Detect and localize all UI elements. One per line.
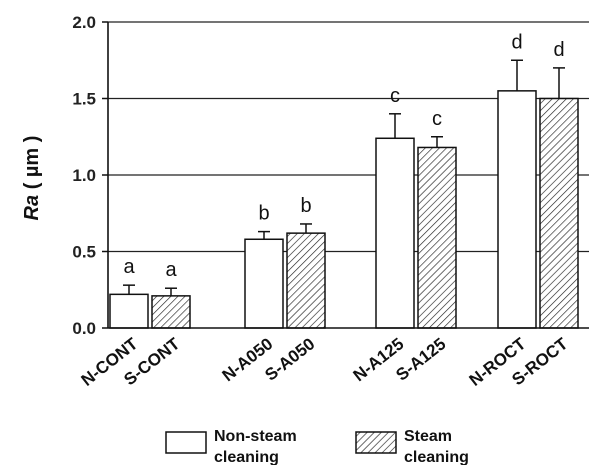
significance-letter-non-steam-cont: a	[123, 256, 135, 278]
significance-letter-steam-a050: b	[300, 195, 311, 217]
bar-non-steam-a125	[376, 138, 414, 328]
bar-non-steam-cont	[110, 294, 148, 328]
significance-letter-steam-cont: a	[165, 259, 177, 281]
bar-steam-a125	[418, 147, 456, 328]
legend-swatch-non-steam	[166, 432, 206, 453]
y-tick-label-0: 0.0	[72, 319, 96, 338]
y-axis-label-unit: ( µm )	[21, 136, 43, 195]
bars: a a b b c c d d	[110, 31, 578, 328]
legend-label-non-steam-line1: Non-steam	[214, 428, 297, 445]
legend-label-steam-line1: Steam	[404, 428, 452, 445]
legend-label-steam-line2: cleaning	[404, 449, 469, 465]
y-tick-label-3: 1.5	[72, 90, 96, 109]
significance-letter-non-steam-roct: d	[511, 31, 522, 53]
legend: Non-steam cleaning Steam cleaning	[166, 428, 469, 465]
legend-swatch-steam	[356, 432, 396, 453]
legend-label-non-steam-line2: cleaning	[214, 449, 279, 465]
bar-steam-a050	[287, 233, 325, 328]
y-tick-label-4: 2.0	[72, 13, 96, 32]
y-tick-label-2: 1.0	[72, 166, 96, 185]
significance-letter-non-steam-a050: b	[258, 203, 269, 225]
y-tick-label-1: 0.5	[72, 243, 96, 262]
y-axis-label-symbol: Ra	[21, 195, 43, 221]
y-axis-ticks: 0.0 0.5 1.0 1.5 2.0	[72, 13, 108, 338]
y-axis-label: Ra ( µm )	[21, 136, 43, 221]
significance-letter-non-steam-a125: c	[390, 85, 400, 107]
significance-letter-steam-a125: c	[432, 108, 442, 130]
significance-letter-steam-roct: d	[553, 39, 564, 61]
bar-non-steam-a050	[245, 239, 283, 328]
bar-steam-roct	[540, 99, 578, 329]
bar-steam-cont	[152, 296, 190, 328]
bar-non-steam-roct	[498, 91, 536, 328]
